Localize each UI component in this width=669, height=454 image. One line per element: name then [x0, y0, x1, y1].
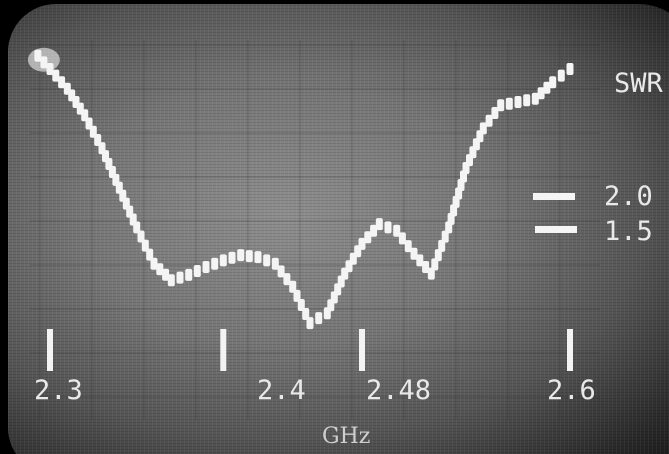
- trace-point: [306, 317, 314, 330]
- x-tick-label-2-48: 2.48: [366, 375, 431, 406]
- swr-marker-2: [533, 193, 575, 200]
- trace-point: [277, 265, 285, 278]
- trace-point: [422, 261, 430, 273]
- trace-point: [434, 249, 442, 262]
- trace-point: [479, 122, 487, 135]
- trace-point: [46, 63, 54, 75]
- trace-point: [219, 254, 227, 267]
- x-tick-mark: [47, 329, 53, 371]
- trace-point: [531, 92, 539, 105]
- trace-point: [549, 76, 557, 89]
- trace-point: [441, 230, 449, 243]
- trace-point: [141, 239, 149, 252]
- trace-point: [491, 107, 499, 119]
- plot-grid: [30, 40, 600, 420]
- trace-point: [283, 273, 291, 286]
- trace-point: [358, 237, 366, 250]
- y-axis-label: SWR: [614, 68, 664, 99]
- trace-point: [543, 81, 551, 94]
- x-tick-label-2-4: 2.4: [257, 375, 306, 406]
- x-axis-ticks: [47, 329, 573, 371]
- trace-point: [393, 224, 401, 237]
- trace-point: [514, 96, 522, 108]
- x-tick-mark: [567, 329, 573, 371]
- trace-point: [156, 263, 164, 276]
- trace-point: [557, 69, 565, 82]
- trace-point: [40, 56, 48, 69]
- trace-point: [302, 308, 310, 320]
- trace-point: [497, 99, 505, 112]
- trace-point: [133, 221, 141, 234]
- trace-point: [211, 257, 219, 270]
- trace-point: [228, 251, 236, 264]
- trace-point: [438, 239, 446, 252]
- trace-point: [416, 254, 424, 267]
- trace-point: [289, 280, 297, 293]
- trace-point: [176, 271, 184, 284]
- trace-point: [58, 76, 66, 89]
- trace-point: [537, 87, 545, 100]
- trace-point: [384, 221, 392, 234]
- trace-point: [485, 114, 493, 127]
- trace-point: [431, 258, 439, 271]
- swr-trace: [27, 47, 574, 330]
- trace-point: [297, 299, 305, 311]
- trace-point: [505, 97, 513, 110]
- trace-point: [404, 240, 412, 253]
- trace-point: [398, 232, 406, 245]
- trace-point: [410, 247, 418, 260]
- trace-point: [523, 94, 531, 107]
- trace-point: [370, 224, 378, 237]
- x-axis-label: GHz: [322, 424, 370, 449]
- trace-point: [34, 49, 42, 62]
- trace-point: [245, 250, 253, 263]
- trace-point: [137, 230, 145, 243]
- trace-point: [146, 248, 154, 261]
- trace-point: [566, 63, 574, 75]
- trace-point: [375, 218, 383, 231]
- trace-point: [364, 231, 372, 244]
- trace-point: [167, 274, 175, 287]
- trace-point: [315, 312, 323, 325]
- trace-point: [254, 251, 262, 264]
- x-tick-label-2-3: 2.3: [34, 375, 83, 406]
- trace-point: [150, 257, 158, 270]
- trace-point: [193, 265, 201, 277]
- trace-point: [202, 261, 210, 273]
- swr-marker-2-label: 2.0: [604, 181, 653, 212]
- x-tick-label-2-6: 2.6: [547, 375, 596, 406]
- x-tick-mark: [220, 329, 227, 371]
- x-tick-mark: [359, 329, 365, 371]
- trace-point: [52, 69, 60, 82]
- trace-point: [271, 257, 279, 270]
- trace-point: [427, 267, 435, 280]
- swr-marker-1-5-label: 1.5: [604, 216, 653, 247]
- trace-point: [263, 254, 271, 267]
- swr-marker-1-5: [535, 226, 577, 233]
- trace-point: [293, 289, 301, 302]
- trace-point: [162, 268, 170, 281]
- trace-point: [185, 268, 193, 281]
- trace-point: [237, 249, 245, 262]
